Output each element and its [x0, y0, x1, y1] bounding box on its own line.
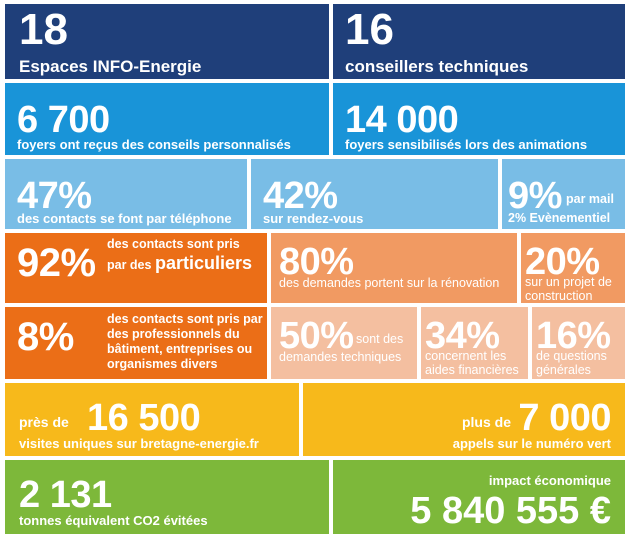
foyers-sensibilises-count: 14 000 — [345, 99, 459, 141]
particuliers-line2: par des particuliers — [107, 254, 252, 272]
tile-visites-uniques: près de 16 500 visites uniques sur breta… — [5, 383, 299, 456]
rendez-vous-percent: 42% — [263, 175, 338, 217]
aides-label: concernent les aides financières — [425, 349, 519, 378]
tile-conseillers-techniques: 16 conseillers techniques — [333, 4, 625, 79]
visites-label: visites uniques sur bretagne-energie.fr — [19, 436, 259, 451]
renovation-percent: 80% — [279, 241, 354, 283]
tile-mail-evenementiel: 9% par mail 2% Evènementiel — [502, 159, 625, 229]
appels-count: 7 000 — [518, 397, 611, 439]
telephone-percent: 47% — [17, 175, 92, 217]
tile-rendez-vous: 42% sur rendez-vous — [251, 159, 498, 229]
tile-renovation: 80% des demandes portent sur la rénovati… — [271, 233, 517, 303]
tile-contacts-telephone: 47% des contacts se font par téléphone — [5, 159, 247, 229]
generales-percent: 16% — [536, 315, 611, 357]
construction-percent: 20% — [525, 241, 600, 283]
tile-appels-numero-vert: plus de 7 000 appels sur le numéro vert — [303, 383, 625, 456]
tile-foyers-conseils: 6 700 foyers ont reçus des conseils pers… — [5, 83, 329, 155]
appels-label: appels sur le numéro vert — [452, 436, 611, 451]
appels-prefix: plus de — [461, 414, 511, 430]
particuliers-emphasis: particuliers — [154, 253, 252, 273]
particuliers-percent: 92% — [17, 241, 96, 285]
professionnels-label: des contacts sont pris par des professio… — [107, 312, 263, 371]
conseillers-label: conseillers techniques — [345, 57, 529, 76]
visites-prefix: près de — [19, 414, 69, 430]
techniques-label: demandes techniques — [279, 350, 402, 364]
tile-foyers-sensibilises: 14 000 foyers sensibilisés lors des anim… — [333, 83, 625, 155]
tile-particuliers: 92% des contacts sont pris par des parti… — [5, 233, 267, 303]
renovation-label: des demandes portent sur la rénovation — [279, 276, 500, 290]
tile-professionnels: 8% des contacts sont pris par des profes… — [5, 307, 267, 379]
tile-aides-financieres: 34% concernent les aides financières — [421, 307, 528, 379]
visites-count: 16 500 — [87, 397, 201, 439]
techniques-percent: 50% — [279, 315, 354, 357]
tile-questions-generales: 16% de questions générales — [532, 307, 625, 379]
telephone-label: des contacts se font par téléphone — [17, 211, 232, 226]
mail-suffix: par mail — [566, 192, 614, 206]
foyers-conseils-count: 6 700 — [17, 99, 110, 141]
particuliers-line1: des contacts sont pris — [107, 237, 240, 251]
tile-espaces-info-energie: 18 Espaces INFO-Energie — [5, 4, 329, 79]
professionnels-percent: 8% — [17, 315, 74, 359]
aides-percent: 34% — [425, 315, 500, 357]
tile-co2-evitees: 2 131 tonnes équivalent CO2 évitées — [5, 460, 329, 534]
co2-count: 2 131 — [19, 474, 112, 516]
co2-label: tonnes équivalent CO2 évitées — [19, 513, 208, 528]
tile-demandes-techniques: 50% sont des demandes techniques — [271, 307, 417, 379]
tile-impact-economique: impact économique 5 840 555 € — [333, 460, 625, 534]
tile-construction: 20% sur un projet de construction — [521, 233, 625, 303]
foyers-sensibilises-label: foyers sensibilisés lors des animations — [345, 137, 588, 152]
conseillers-count: 16 — [345, 5, 394, 54]
impact-value: 5 840 555 € — [410, 490, 611, 532]
foyers-conseils-label: foyers ont reçus des conseils personnali… — [17, 137, 291, 152]
mail-percent: 9% — [508, 175, 562, 217]
espaces-count: 18 — [19, 5, 68, 54]
rendez-vous-label: sur rendez-vous — [263, 211, 364, 226]
construction-label: sur un projet de construction — [525, 275, 612, 303]
impact-label: impact économique — [488, 473, 611, 488]
techniques-inline-label: sont des — [356, 332, 404, 346]
espaces-label: Espaces INFO-Energie — [19, 57, 202, 76]
particuliers-line2-prefix: par des — [107, 258, 152, 272]
evenementiel-label: 2% Evènementiel — [508, 211, 611, 225]
generales-label: de questions générales — [536, 349, 607, 378]
